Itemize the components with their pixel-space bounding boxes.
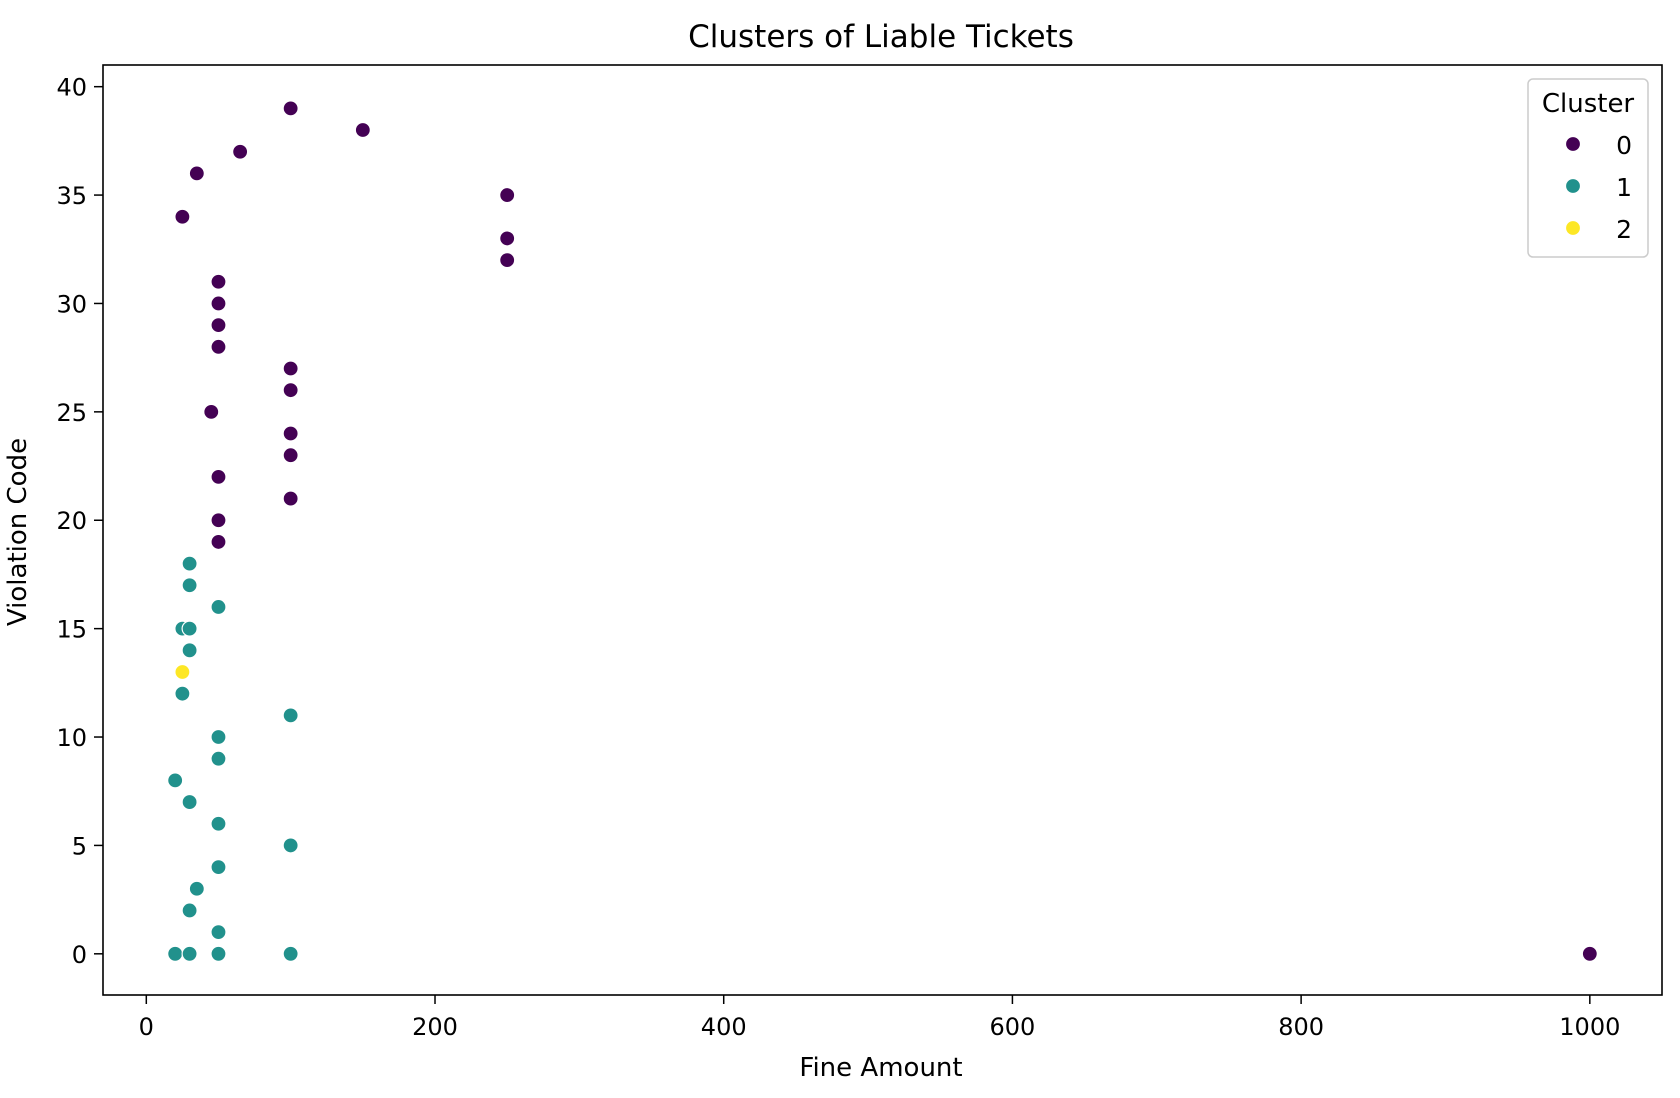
data-point-cluster-1 [210, 924, 227, 941]
data-point-cluster-0 [282, 490, 299, 507]
data-point-cluster-0 [282, 382, 299, 399]
data-point-cluster-1 [210, 858, 227, 876]
data-point-cluster-1 [210, 750, 227, 767]
x-tick-label: 1000 [1559, 1013, 1620, 1041]
legend: Cluster 0 1 2 [1527, 78, 1649, 258]
data-point-cluster-0 [499, 252, 516, 269]
data-point-cluster-0 [210, 273, 227, 290]
x-tick-label: 0 [139, 1013, 154, 1041]
data-point-cluster-0 [282, 425, 299, 442]
y-axis: 0 5 10 15 20 25 30 35 40 [56, 74, 103, 969]
data-point-cluster-1 [181, 577, 198, 594]
data-point-cluster-1 [282, 707, 299, 724]
data-point-cluster-1 [210, 945, 227, 962]
data-point-cluster-0 [499, 230, 516, 247]
data-point-cluster-0 [499, 186, 516, 204]
data-point-cluster-0 [1581, 945, 1598, 962]
y-tick-label: 25 [56, 399, 87, 427]
data-point-cluster-1 [282, 837, 299, 854]
data-point-cluster-0 [210, 533, 227, 551]
data-point-cluster-0 [210, 338, 227, 355]
y-tick-label: 10 [56, 724, 87, 752]
legend-title: Cluster [1542, 89, 1635, 119]
data-point-cluster-0 [188, 165, 205, 182]
data-point-cluster-0 [282, 360, 299, 377]
data-point-cluster-1 [181, 902, 198, 919]
y-tick-label: 0 [72, 941, 87, 969]
data-point-cluster-0 [210, 295, 227, 312]
y-tick-label: 35 [56, 182, 87, 210]
legend-label-cluster-0: 0 [1616, 131, 1632, 160]
data-point-cluster-0 [203, 403, 220, 420]
data-point-cluster-1 [210, 815, 227, 832]
legend-label-cluster-2: 2 [1616, 215, 1632, 244]
x-axis: 0 200 400 600 800 1000 [139, 995, 1620, 1041]
chart-title: Clusters of Liable Tickets [688, 19, 1074, 55]
data-point-cluster-1 [282, 945, 299, 962]
legend-box [1527, 78, 1649, 258]
data-point-cluster-1 [167, 772, 184, 789]
y-tick-label: 5 [72, 832, 87, 860]
data-point-cluster-2 [174, 663, 191, 681]
data-point-cluster-0 [282, 100, 299, 117]
data-point-cluster-0 [354, 121, 371, 139]
y-tick-label: 20 [56, 507, 87, 535]
x-tick-label: 800 [1278, 1013, 1324, 1041]
data-point-cluster-0 [210, 317, 227, 334]
legend-marker-cluster-1 [1564, 177, 1582, 195]
legend-entries: 0 1 2 [1564, 131, 1632, 244]
data-point-cluster-1 [174, 685, 191, 702]
legend-marker-cluster-2 [1564, 219, 1582, 237]
data-point-cluster-1 [181, 945, 198, 962]
x-axis-label: Fine Amount [799, 1053, 962, 1083]
data-point-cluster-1 [210, 728, 227, 746]
x-tick-label: 400 [701, 1013, 747, 1041]
legend-label-cluster-1: 1 [1616, 173, 1632, 202]
data-point-cluster-1 [181, 555, 198, 572]
data-point-cluster-0 [232, 143, 249, 160]
data-point-cluster-0 [282, 447, 299, 464]
data-point-cluster-1 [181, 642, 198, 659]
data-point-cluster-1 [167, 945, 184, 962]
y-axis-label: Violation Code [3, 438, 33, 626]
y-tick-label: 30 [56, 290, 87, 318]
data-point-cluster-1 [188, 880, 205, 897]
y-tick-label: 15 [56, 616, 87, 644]
x-tick-label: 200 [412, 1013, 458, 1041]
plot-area-frame [102, 64, 1663, 996]
data-point-cluster-1 [181, 793, 198, 811]
x-tick-label: 600 [990, 1013, 1036, 1041]
y-tick-label: 40 [56, 74, 87, 102]
data-point-cluster-0 [210, 512, 227, 529]
data-point-cluster-0 [174, 208, 191, 225]
data-point-cluster-1 [210, 598, 227, 616]
data-point-cluster-0 [210, 468, 227, 485]
points-layer [167, 100, 1598, 962]
legend-marker-cluster-0 [1564, 135, 1582, 153]
data-point-cluster-1 [181, 620, 198, 637]
